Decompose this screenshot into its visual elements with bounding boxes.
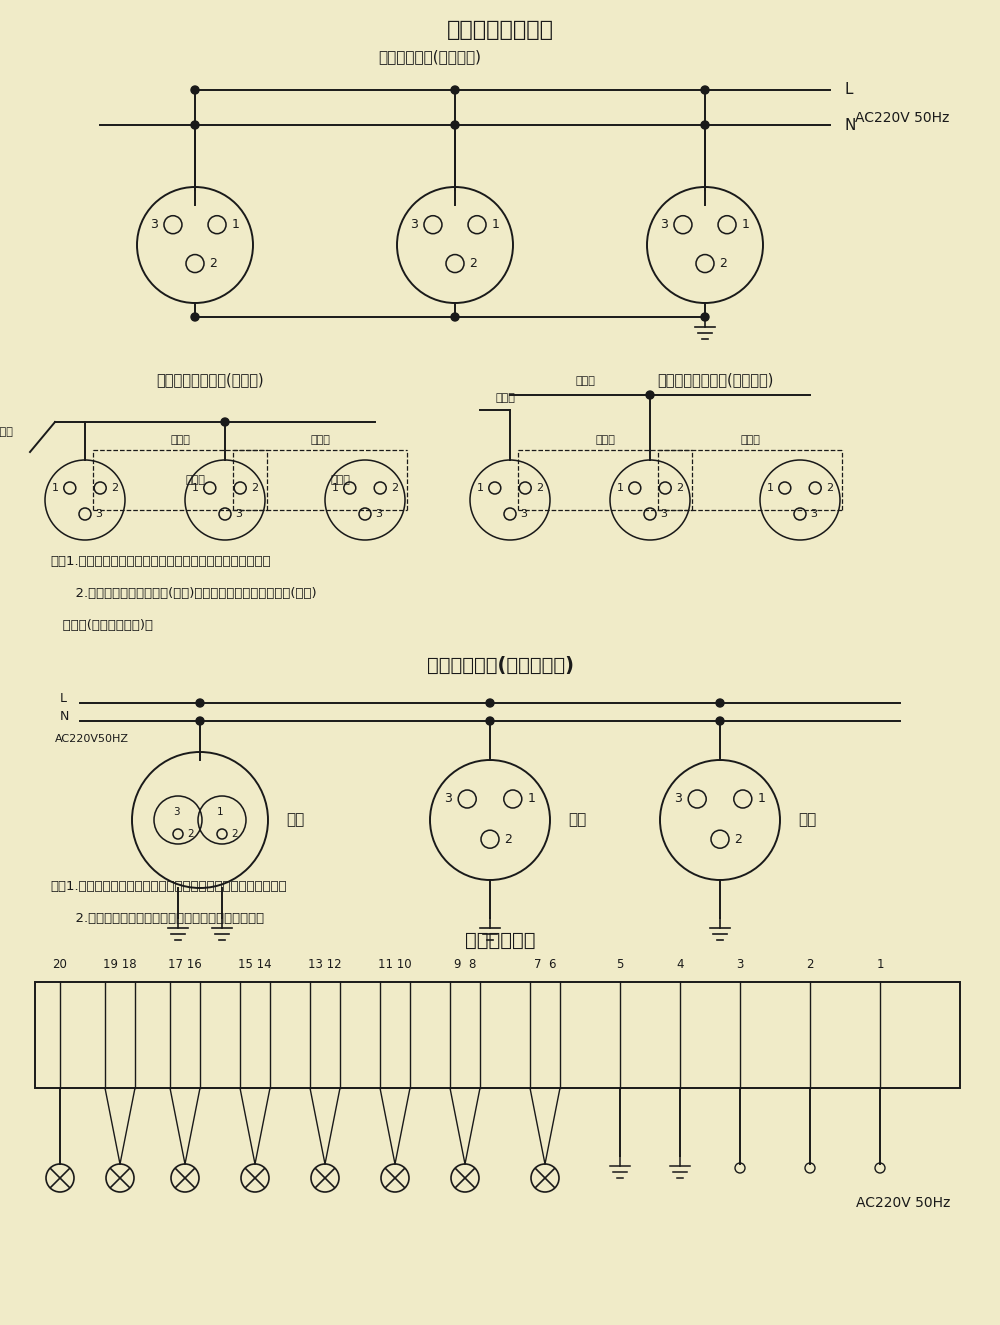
Text: 屏蔽线: 屏蔽线	[170, 435, 190, 445]
Circle shape	[486, 717, 494, 725]
Text: 红芯线: 红芯线	[0, 427, 13, 437]
Text: 副灯: 副灯	[568, 812, 586, 828]
Text: 3: 3	[660, 509, 667, 519]
Text: 红芯线: 红芯线	[330, 474, 350, 485]
Circle shape	[701, 313, 709, 321]
Circle shape	[716, 717, 724, 725]
Bar	[35, 982, 960, 1088]
Text: 2: 2	[187, 829, 194, 839]
Text: 航空障碍灯接线图: 航空障碍灯接线图	[446, 20, 554, 40]
Text: 2: 2	[231, 829, 238, 839]
Circle shape	[191, 121, 199, 129]
Text: 屏蔽线: 屏蔽线	[740, 435, 760, 445]
Text: 1: 1	[217, 807, 223, 818]
Text: 3: 3	[150, 219, 158, 231]
Text: 3: 3	[520, 509, 527, 519]
Text: 1: 1	[492, 219, 500, 231]
Text: 15 14: 15 14	[238, 958, 272, 970]
Circle shape	[701, 86, 709, 94]
Text: 3: 3	[674, 792, 682, 806]
Circle shape	[451, 121, 459, 129]
Text: 3: 3	[736, 958, 744, 970]
Text: 2: 2	[826, 484, 833, 493]
Text: AC220V 50Hz: AC220V 50Hz	[856, 1196, 950, 1210]
Text: 17 16: 17 16	[168, 958, 202, 970]
Text: 2: 2	[734, 832, 742, 845]
Text: 屏蔽线: 屏蔽线	[595, 435, 615, 445]
Circle shape	[646, 391, 654, 399]
Text: 则不用(特种型号除外)。: 则不用(特种型号除外)。	[50, 619, 153, 632]
Text: 2: 2	[504, 832, 512, 845]
Circle shape	[191, 86, 199, 94]
Text: 2: 2	[719, 257, 727, 270]
Text: 1: 1	[232, 219, 240, 231]
Text: 主控灯接线图(也叫母子灯): 主控灯接线图(也叫母子灯)	[426, 656, 574, 674]
Circle shape	[701, 121, 709, 129]
Circle shape	[196, 700, 204, 708]
Text: 黄芯线: 黄芯线	[575, 376, 595, 386]
Text: 同步线接线示意图(直接启动): 同步线接线示意图(直接启动)	[657, 372, 773, 387]
Text: 4: 4	[676, 958, 684, 970]
Text: 1: 1	[528, 792, 536, 806]
Text: 电源线接线图(航空插头): 电源线接线图(航空插头)	[378, 49, 482, 65]
Text: N: N	[845, 118, 856, 132]
Text: 7  6: 7 6	[534, 958, 556, 970]
Text: 红芯线: 红芯线	[495, 394, 515, 403]
Circle shape	[196, 717, 204, 725]
Text: 3: 3	[375, 509, 382, 519]
Text: L: L	[845, 82, 854, 98]
Text: 2: 2	[251, 484, 258, 493]
Text: 1: 1	[758, 792, 766, 806]
Text: 2.第一台灯的接受信号线(黄芯)和末尾一台灯的输出信号线(红芯): 2.第一台灯的接受信号线(黄芯)和末尾一台灯的输出信号线(红芯)	[50, 587, 317, 600]
Text: 2: 2	[391, 484, 398, 493]
Text: 1: 1	[767, 484, 774, 493]
Text: 5: 5	[616, 958, 624, 970]
Text: 3: 3	[410, 219, 418, 231]
Text: 3: 3	[95, 509, 102, 519]
Text: 主灯: 主灯	[286, 812, 304, 828]
Text: 3: 3	[810, 509, 817, 519]
Text: AC220V 50Hz: AC220V 50Hz	[855, 111, 949, 125]
Text: 1: 1	[876, 958, 884, 970]
Text: 2: 2	[676, 484, 683, 493]
Text: 同步线接线示意图(慢启动): 同步线接线示意图(慢启动)	[156, 372, 264, 387]
Text: 11 10: 11 10	[378, 958, 412, 970]
Text: 9  8: 9 8	[454, 958, 476, 970]
Circle shape	[451, 86, 459, 94]
Text: 2.采用主控灯控制，性能十分稳定可靠，布线简单。: 2.采用主控灯控制，性能十分稳定可靠，布线简单。	[50, 912, 264, 925]
Text: N: N	[60, 710, 69, 723]
Text: 3: 3	[660, 219, 668, 231]
Text: 13 12: 13 12	[308, 958, 342, 970]
Text: 2: 2	[536, 484, 543, 493]
Text: 20: 20	[53, 958, 67, 970]
Text: 屏蔽线: 屏蔽线	[310, 435, 330, 445]
Text: 19 18: 19 18	[103, 958, 137, 970]
Text: 副灯: 副灯	[798, 812, 816, 828]
Text: 2: 2	[209, 257, 217, 270]
Text: 3: 3	[235, 509, 242, 519]
Circle shape	[451, 313, 459, 321]
Circle shape	[191, 313, 199, 321]
Text: 3: 3	[444, 792, 452, 806]
Text: 红芯线: 红芯线	[185, 474, 205, 485]
Text: 1: 1	[52, 484, 59, 493]
Text: 1: 1	[477, 484, 484, 493]
Text: 注：1.屏蔽线的红芯为输出信号，屏蔽线的黄芯为接受信号。: 注：1.屏蔽线的红芯为输出信号，屏蔽线的黄芯为接受信号。	[50, 555, 271, 568]
Text: 注：1.主灯白天自动关闭，晚上自动打开，副灯与主灯同步闪光。: 注：1.主灯白天自动关闭，晚上自动打开，副灯与主灯同步闪光。	[50, 880, 287, 893]
Text: 2: 2	[111, 484, 118, 493]
Text: 2: 2	[469, 257, 477, 270]
Text: AC220V50HZ: AC220V50HZ	[55, 734, 129, 745]
Text: 1: 1	[617, 484, 624, 493]
Circle shape	[716, 700, 724, 708]
Text: 1: 1	[332, 484, 339, 493]
Text: 2: 2	[806, 958, 814, 970]
Text: 3: 3	[173, 807, 179, 818]
Circle shape	[221, 417, 229, 427]
Text: 控制箱接线图: 控制箱接线图	[465, 930, 535, 950]
Text: 1: 1	[742, 219, 750, 231]
Text: L: L	[60, 693, 67, 705]
Text: 1: 1	[192, 484, 199, 493]
Circle shape	[486, 700, 494, 708]
